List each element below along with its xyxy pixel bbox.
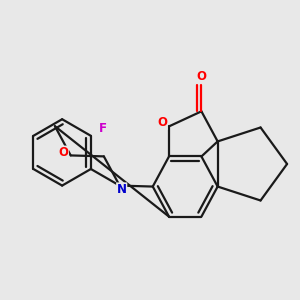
Text: F: F (99, 122, 107, 135)
Text: O: O (157, 116, 167, 129)
Text: O: O (58, 146, 68, 159)
Text: O: O (196, 70, 206, 83)
Text: N: N (117, 183, 127, 196)
